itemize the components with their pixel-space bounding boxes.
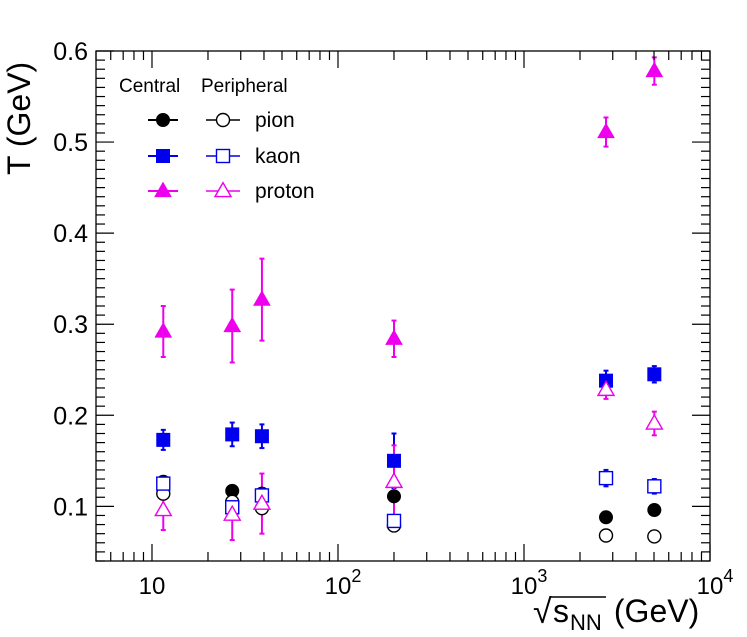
data-point-pion-central — [599, 510, 614, 525]
y-tick-label: 0.6 — [53, 38, 88, 66]
x-tick-label: 102 — [325, 566, 362, 600]
data-point-kaon-peripheral — [386, 513, 402, 529]
legend-marker-kaon-peripheral — [215, 148, 231, 164]
y-tick-label: 0.1 — [53, 493, 88, 521]
data-point-kaon-central — [156, 432, 171, 447]
x-axis-title-radical: √ — [533, 593, 552, 631]
legend-header-peripheral: Peripheral — [201, 76, 288, 97]
x-axis-title-unit: (GeV) — [605, 593, 699, 629]
data-point-kaon-central — [254, 429, 269, 444]
data-point-proton-central — [223, 316, 242, 333]
data-point-pion-peripheral — [647, 529, 662, 544]
data-point-proton-peripheral — [384, 471, 404, 489]
x-axis-title-symbol: s — [553, 593, 569, 629]
data-point-kaon-central — [386, 453, 401, 468]
data-markers — [154, 61, 664, 544]
legend-label-pion: pion — [255, 109, 295, 132]
x-tick-label: 10 — [139, 573, 166, 600]
y-axis-title: T (GeV) — [1, 62, 37, 175]
legend-marker-kaon-central — [156, 149, 170, 163]
data-point-proton-central — [597, 122, 615, 139]
data-point-proton-peripheral — [252, 493, 272, 510]
legend-label-kaon: kaon — [255, 145, 301, 168]
data-point-kaon-peripheral — [156, 476, 171, 491]
x-tick-label: 103 — [511, 566, 548, 600]
legend-label-proton: proton — [255, 180, 315, 203]
y-tick-label: 0.3 — [53, 311, 88, 339]
legend-header-central: Central — [119, 76, 180, 97]
legend-markers — [148, 112, 240, 198]
data-point-pion-central — [386, 489, 401, 504]
data-point-proton-central — [645, 61, 664, 78]
data-point-proton-peripheral — [223, 504, 242, 521]
axis-tick-labels: 10 102 103 104 0.1 0.2 0.3 0.4 0.5 0.6 — [53, 38, 733, 600]
data-point-proton-central — [154, 322, 173, 338]
data-point-proton-central — [385, 329, 403, 345]
y-tick-label: 0.5 — [53, 129, 88, 157]
legend-marker-pion-central — [156, 113, 170, 127]
legend-marker-pion-peripheral — [215, 112, 231, 128]
data-point-proton-peripheral — [645, 413, 664, 430]
data-point-kaon-peripheral — [598, 470, 614, 486]
data-point-proton-peripheral — [154, 500, 173, 517]
axis-ticks — [95, 50, 711, 562]
data-point-pion-peripheral — [598, 528, 614, 543]
data-point-proton-central — [253, 290, 271, 306]
data-point-kaon-central — [225, 427, 240, 442]
legend: Central Peripheral pion kaon proton — [119, 76, 315, 203]
data-point-proton-peripheral — [596, 379, 616, 397]
x-axis-title: √ s NN (GeV) — [533, 593, 699, 635]
y-tick-label: 0.2 — [53, 402, 88, 430]
legend-marker-proton-peripheral — [213, 181, 233, 198]
legend-marker-proton-central — [154, 181, 172, 198]
data-point-kaon-peripheral — [647, 479, 662, 494]
data-point-kaon-central — [647, 367, 662, 382]
y-tick-label: 0.4 — [53, 220, 88, 248]
data-point-pion-central — [647, 503, 662, 517]
x-tick-label: 104 — [697, 566, 734, 600]
x-axis-title-subscript: NN — [570, 610, 602, 635]
